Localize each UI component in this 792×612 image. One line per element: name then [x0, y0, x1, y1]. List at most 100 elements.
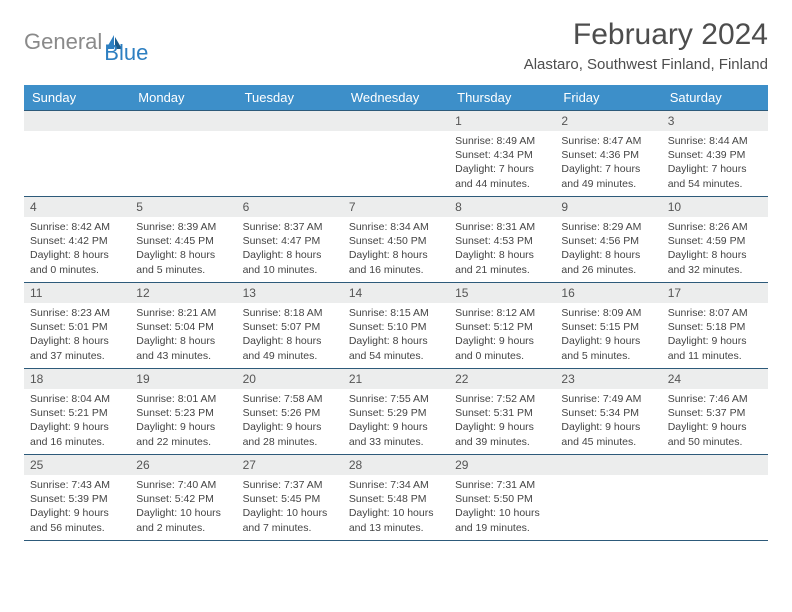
week-row: 25Sunrise: 7:43 AMSunset: 5:39 PMDayligh… — [24, 455, 768, 541]
day-cell-1: 1Sunrise: 8:49 AMSunset: 4:34 PMDaylight… — [449, 111, 555, 197]
day-number: 7 — [343, 197, 449, 217]
day-number: 10 — [662, 197, 768, 217]
day-number: 9 — [555, 197, 661, 217]
day-body: Sunrise: 7:49 AMSunset: 5:34 PMDaylight:… — [555, 389, 661, 452]
day-body: Sunrise: 8:31 AMSunset: 4:53 PMDaylight:… — [449, 217, 555, 280]
day-cell-27: 27Sunrise: 7:37 AMSunset: 5:45 PMDayligh… — [237, 455, 343, 541]
day-body: Sunrise: 8:42 AMSunset: 4:42 PMDaylight:… — [24, 217, 130, 280]
day-cell-12: 12Sunrise: 8:21 AMSunset: 5:04 PMDayligh… — [130, 283, 236, 369]
day-cell-10: 10Sunrise: 8:26 AMSunset: 4:59 PMDayligh… — [662, 197, 768, 283]
day-cell-20: 20Sunrise: 7:58 AMSunset: 5:26 PMDayligh… — [237, 369, 343, 455]
logo: General Blue — [24, 18, 148, 66]
week-row: 18Sunrise: 8:04 AMSunset: 5:21 PMDayligh… — [24, 369, 768, 455]
day-cell-19: 19Sunrise: 8:01 AMSunset: 5:23 PMDayligh… — [130, 369, 236, 455]
day-number: 19 — [130, 369, 236, 389]
month-title: February 2024 — [524, 18, 768, 52]
day-number-empty — [555, 455, 661, 475]
day-cell-18: 18Sunrise: 8:04 AMSunset: 5:21 PMDayligh… — [24, 369, 130, 455]
day-body: Sunrise: 8:01 AMSunset: 5:23 PMDaylight:… — [130, 389, 236, 452]
day-cell-23: 23Sunrise: 7:49 AMSunset: 5:34 PMDayligh… — [555, 369, 661, 455]
day-cell-empty — [130, 111, 236, 197]
day-number: 23 — [555, 369, 661, 389]
day-body: Sunrise: 8:18 AMSunset: 5:07 PMDaylight:… — [237, 303, 343, 366]
day-number: 27 — [237, 455, 343, 475]
day-number-empty — [130, 111, 236, 131]
day-number: 28 — [343, 455, 449, 475]
day-number: 17 — [662, 283, 768, 303]
day-cell-3: 3Sunrise: 8:44 AMSunset: 4:39 PMDaylight… — [662, 111, 768, 197]
day-of-week-row: SundayMondayTuesdayWednesdayThursdayFrid… — [24, 85, 768, 111]
day-cell-7: 7Sunrise: 8:34 AMSunset: 4:50 PMDaylight… — [343, 197, 449, 283]
day-body: Sunrise: 8:29 AMSunset: 4:56 PMDaylight:… — [555, 217, 661, 280]
day-cell-25: 25Sunrise: 7:43 AMSunset: 5:39 PMDayligh… — [24, 455, 130, 541]
day-body: Sunrise: 8:23 AMSunset: 5:01 PMDaylight:… — [24, 303, 130, 366]
day-cell-21: 21Sunrise: 7:55 AMSunset: 5:29 PMDayligh… — [343, 369, 449, 455]
day-cell-empty — [343, 111, 449, 197]
day-body: Sunrise: 8:39 AMSunset: 4:45 PMDaylight:… — [130, 217, 236, 280]
day-body: Sunrise: 8:49 AMSunset: 4:34 PMDaylight:… — [449, 131, 555, 194]
day-body: Sunrise: 7:34 AMSunset: 5:48 PMDaylight:… — [343, 475, 449, 538]
day-number: 25 — [24, 455, 130, 475]
day-number: 1 — [449, 111, 555, 131]
dow-header-saturday: Saturday — [662, 85, 768, 111]
day-number: 21 — [343, 369, 449, 389]
day-cell-26: 26Sunrise: 7:40 AMSunset: 5:42 PMDayligh… — [130, 455, 236, 541]
day-number-empty — [343, 111, 449, 131]
day-number: 2 — [555, 111, 661, 131]
day-number-empty — [662, 455, 768, 475]
day-body: Sunrise: 8:04 AMSunset: 5:21 PMDaylight:… — [24, 389, 130, 452]
day-cell-29: 29Sunrise: 7:31 AMSunset: 5:50 PMDayligh… — [449, 455, 555, 541]
day-body: Sunrise: 8:12 AMSunset: 5:12 PMDaylight:… — [449, 303, 555, 366]
header: General Blue February 2024 Alastaro, Sou… — [24, 18, 768, 73]
day-number: 29 — [449, 455, 555, 475]
day-body: Sunrise: 7:40 AMSunset: 5:42 PMDaylight:… — [130, 475, 236, 538]
day-number: 16 — [555, 283, 661, 303]
day-number: 4 — [24, 197, 130, 217]
day-body: Sunrise: 8:34 AMSunset: 4:50 PMDaylight:… — [343, 217, 449, 280]
day-cell-13: 13Sunrise: 8:18 AMSunset: 5:07 PMDayligh… — [237, 283, 343, 369]
day-cell-17: 17Sunrise: 8:07 AMSunset: 5:18 PMDayligh… — [662, 283, 768, 369]
day-cell-empty — [237, 111, 343, 197]
day-cell-8: 8Sunrise: 8:31 AMSunset: 4:53 PMDaylight… — [449, 197, 555, 283]
day-body: Sunrise: 8:07 AMSunset: 5:18 PMDaylight:… — [662, 303, 768, 366]
day-body: Sunrise: 7:55 AMSunset: 5:29 PMDaylight:… — [343, 389, 449, 452]
week-row: 11Sunrise: 8:23 AMSunset: 5:01 PMDayligh… — [24, 283, 768, 369]
day-cell-empty — [662, 455, 768, 541]
dow-header-sunday: Sunday — [24, 85, 130, 111]
day-number-empty — [24, 111, 130, 131]
day-number: 22 — [449, 369, 555, 389]
day-number: 8 — [449, 197, 555, 217]
logo-text-blue: Blue — [104, 40, 148, 66]
day-number: 13 — [237, 283, 343, 303]
location-text: Alastaro, Southwest Finland, Finland — [524, 56, 768, 73]
day-number: 24 — [662, 369, 768, 389]
day-body: Sunrise: 7:43 AMSunset: 5:39 PMDaylight:… — [24, 475, 130, 538]
day-body: Sunrise: 8:37 AMSunset: 4:47 PMDaylight:… — [237, 217, 343, 280]
day-cell-15: 15Sunrise: 8:12 AMSunset: 5:12 PMDayligh… — [449, 283, 555, 369]
day-cell-empty — [24, 111, 130, 197]
day-cell-empty — [555, 455, 661, 541]
day-body: Sunrise: 8:21 AMSunset: 5:04 PMDaylight:… — [130, 303, 236, 366]
day-number-empty — [237, 111, 343, 131]
day-number: 26 — [130, 455, 236, 475]
dow-header-wednesday: Wednesday — [343, 85, 449, 111]
day-number: 11 — [24, 283, 130, 303]
week-row: 4Sunrise: 8:42 AMSunset: 4:42 PMDaylight… — [24, 197, 768, 283]
dow-header-monday: Monday — [130, 85, 236, 111]
day-cell-5: 5Sunrise: 8:39 AMSunset: 4:45 PMDaylight… — [130, 197, 236, 283]
calendar-table: SundayMondayTuesdayWednesdayThursdayFrid… — [24, 85, 768, 541]
day-body: Sunrise: 8:15 AMSunset: 5:10 PMDaylight:… — [343, 303, 449, 366]
day-cell-14: 14Sunrise: 8:15 AMSunset: 5:10 PMDayligh… — [343, 283, 449, 369]
day-cell-4: 4Sunrise: 8:42 AMSunset: 4:42 PMDaylight… — [24, 197, 130, 283]
day-number: 6 — [237, 197, 343, 217]
dow-header-thursday: Thursday — [449, 85, 555, 111]
day-number: 14 — [343, 283, 449, 303]
day-cell-11: 11Sunrise: 8:23 AMSunset: 5:01 PMDayligh… — [24, 283, 130, 369]
day-body: Sunrise: 7:37 AMSunset: 5:45 PMDaylight:… — [237, 475, 343, 538]
day-body: Sunrise: 7:58 AMSunset: 5:26 PMDaylight:… — [237, 389, 343, 452]
day-body: Sunrise: 7:46 AMSunset: 5:37 PMDaylight:… — [662, 389, 768, 452]
day-body: Sunrise: 8:09 AMSunset: 5:15 PMDaylight:… — [555, 303, 661, 366]
dow-header-tuesday: Tuesday — [237, 85, 343, 111]
day-cell-24: 24Sunrise: 7:46 AMSunset: 5:37 PMDayligh… — [662, 369, 768, 455]
week-row: 1Sunrise: 8:49 AMSunset: 4:34 PMDaylight… — [24, 111, 768, 197]
